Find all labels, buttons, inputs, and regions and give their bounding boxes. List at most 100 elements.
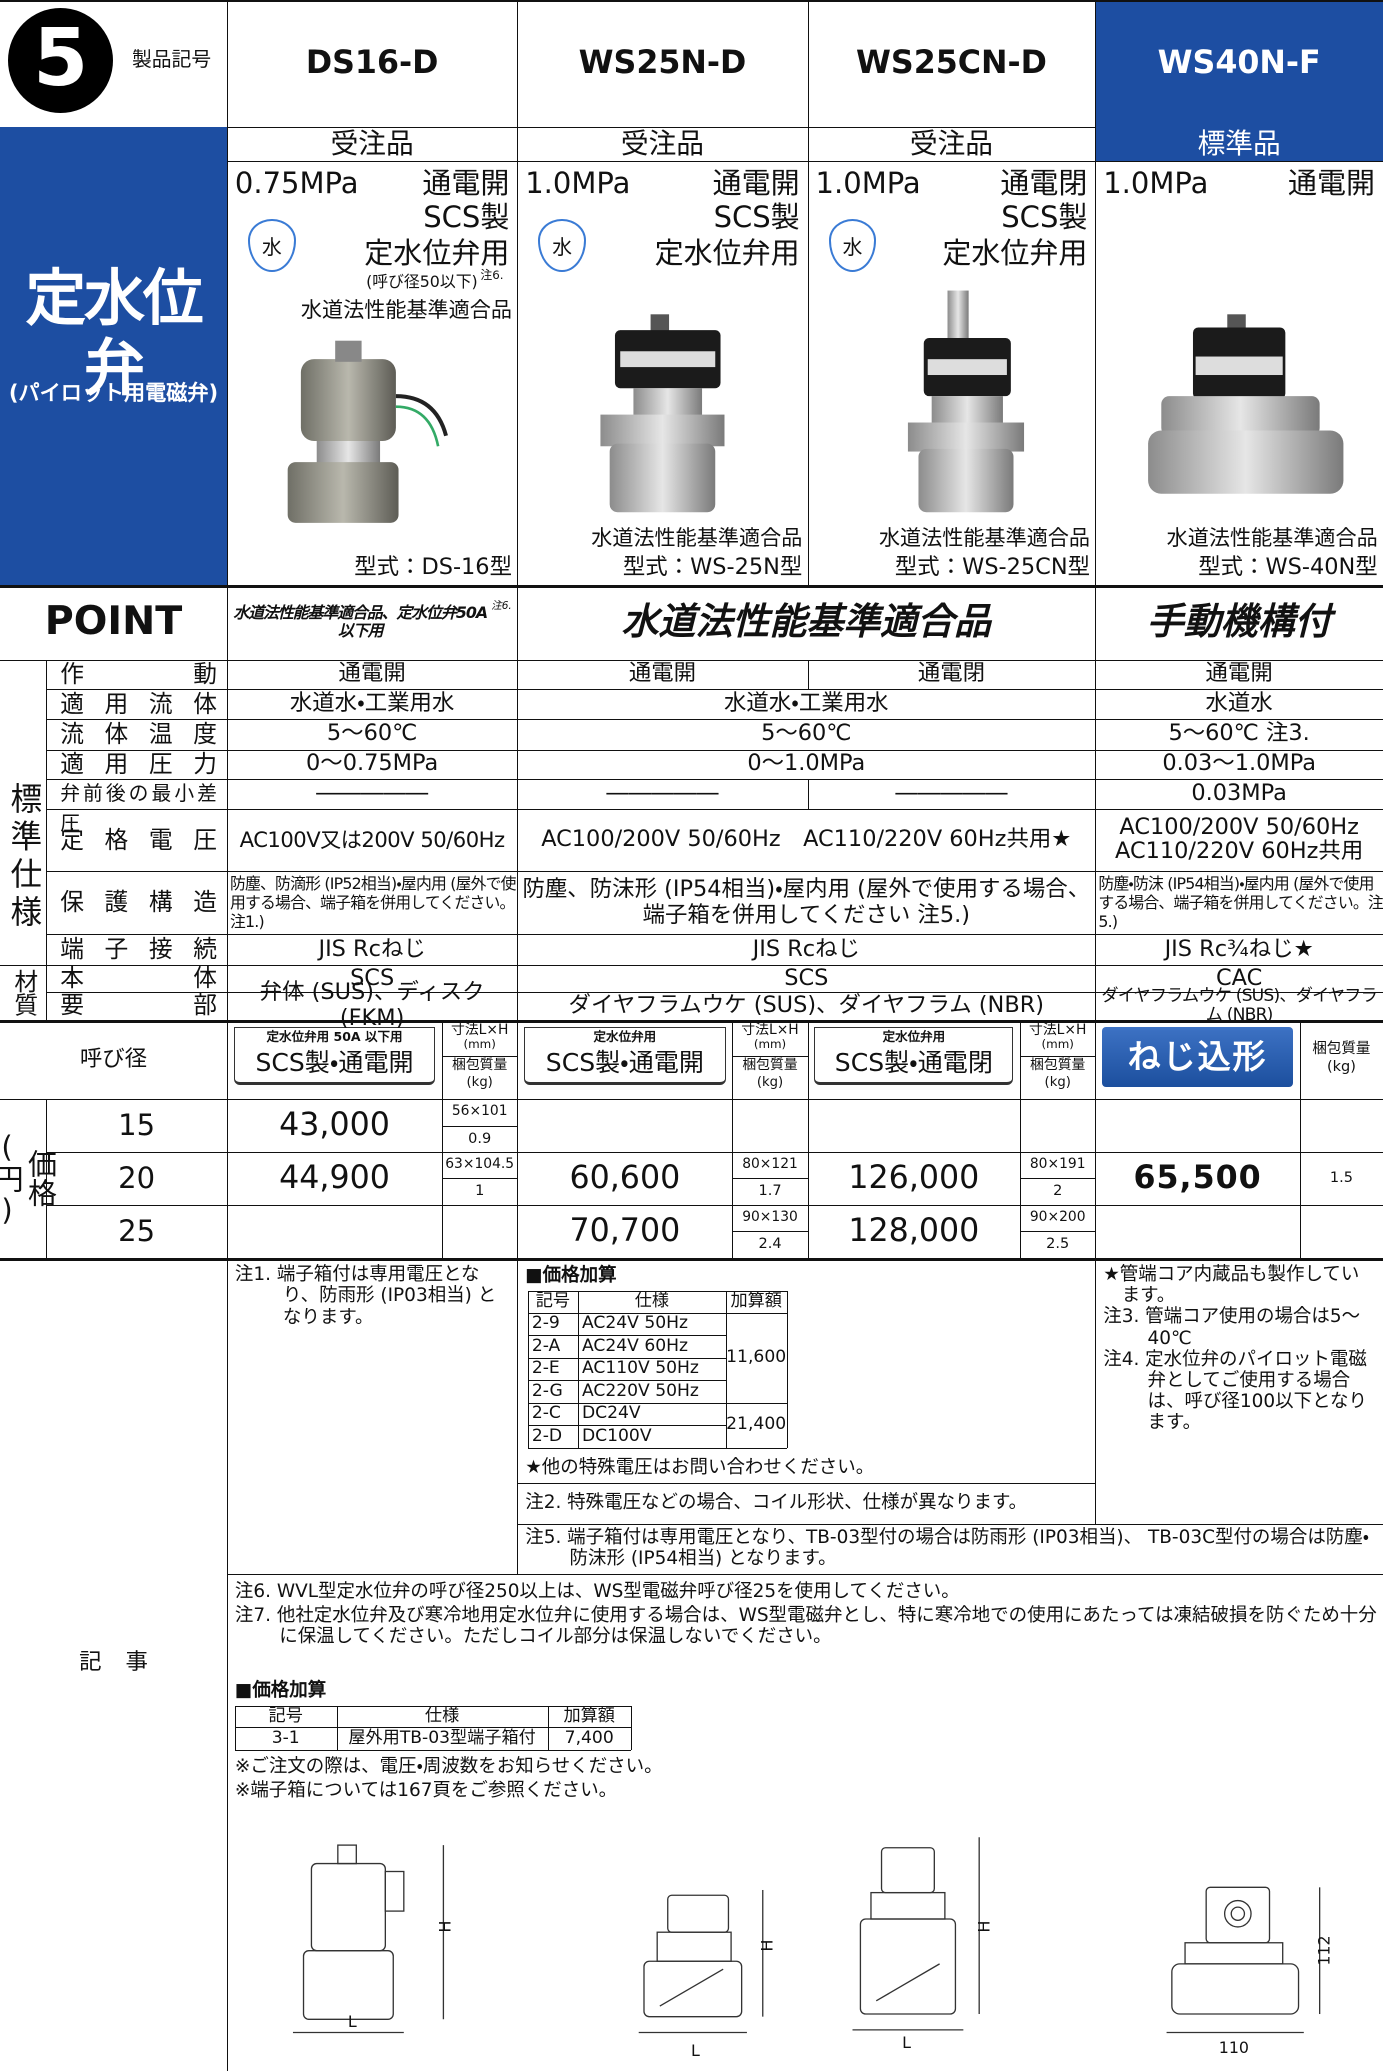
point-item: 水道法性能基準適合品 — [621, 599, 991, 643]
rule — [517, 1524, 1383, 1526]
rule — [517, 1483, 1096, 1485]
dims-label: 寸法L×H — [741, 1021, 799, 1038]
rule — [732, 1055, 808, 1057]
note: 注6. WVL型定水位弁の呼び径250以上は、WS型電磁弁呼び径25を使用してく… — [234, 1580, 960, 1602]
nominal-size: 25 — [118, 1213, 156, 1248]
price: 70,700 — [569, 1213, 681, 1250]
table-cell: 2-9 — [531, 1313, 560, 1334]
rule — [1095, 808, 1097, 871]
tab-label: SCS製・通電閉 — [834, 1048, 993, 1078]
spec-cell: 弁体 (SUS)、ディスク (FKM) — [259, 979, 485, 1032]
spec-cell: CAC — [1216, 964, 1263, 991]
tab-title: 定水位弁用 — [882, 1029, 946, 1045]
weight: 1.5 — [1329, 1170, 1353, 1187]
point-item: 水道法性能基準適合品、定水位弁50A以下用 — [233, 603, 488, 641]
dims-label: 寸法L×H — [450, 1021, 509, 1038]
spec-cell: JIS Rcねじ — [318, 935, 426, 962]
size-note-ref: 注6. — [480, 267, 504, 282]
rule — [732, 1231, 808, 1233]
rule — [1020, 1231, 1096, 1233]
use: 定水位弁用 — [942, 235, 1088, 270]
table-cell: DC24V — [581, 1403, 641, 1424]
rule — [630, 1706, 632, 1750]
rule — [527, 1447, 787, 1449]
photo-ws25cn — [907, 290, 1025, 513]
spec-label: 作動 — [60, 659, 217, 688]
price: 44,900 — [279, 1160, 390, 1197]
rule — [517, 1257, 519, 1575]
rule — [1299, 1020, 1301, 1258]
price: 128,000 — [848, 1213, 980, 1250]
point-item: 手動機構付 — [1146, 599, 1332, 643]
rule — [527, 1380, 726, 1382]
dims: 56×101 — [451, 1103, 508, 1120]
dims-label: 寸法L×H — [1028, 1021, 1087, 1038]
spec-label: 適用圧力 — [60, 749, 217, 778]
rule — [1095, 0, 1097, 585]
table-cell: 屋外用TB-03型端子箱付 — [348, 1727, 536, 1748]
rule — [226, 160, 1383, 162]
rule — [226, 1020, 228, 1258]
weight-label: 梱包質量 — [742, 1057, 798, 1074]
table-cell: AC220V 50Hz — [581, 1380, 699, 1401]
model-type: 型式：WS-25N型 — [622, 553, 803, 580]
rule — [0, 1099, 1383, 1101]
rule — [0, 1020, 1383, 1024]
rule — [1095, 659, 1097, 689]
spec-label: 要部 — [60, 991, 217, 1020]
table-header: 記号 — [535, 1290, 571, 1311]
table-header: 記号 — [268, 1706, 303, 1726]
category-subtitle: (パイロット用電磁弁) — [8, 380, 219, 406]
table-cell: 21,400 — [726, 1414, 787, 1435]
tab-title: 定水位弁用 50A 以下用 — [266, 1029, 403, 1045]
weight-label: 梱包質量 — [451, 1057, 508, 1074]
rule — [46, 659, 48, 1021]
material: SCS製 — [713, 200, 800, 235]
dimension-label: L — [691, 2040, 700, 2060]
rule — [226, 126, 1096, 128]
action: 通電開 — [422, 165, 510, 200]
table-cell: 2-C — [531, 1403, 561, 1424]
action: 通電開 — [712, 165, 800, 200]
rule — [46, 1099, 48, 1258]
rule — [547, 1706, 549, 1750]
dims: 90×200 — [1029, 1209, 1086, 1226]
dimension-label: H — [974, 1920, 994, 1933]
rule — [517, 870, 519, 935]
spec-cell: JIS Rc¾ねじ★ — [1164, 935, 1314, 962]
compliance: 水道法性能基準適合品 — [591, 525, 803, 551]
tab-label: SCS製・通電開 — [255, 1048, 414, 1078]
spec-label: 適用流体 — [60, 689, 217, 718]
note: 注3. 管端コア使用の場合は5〜40℃ — [1103, 1306, 1361, 1349]
category-panel — [0, 126, 227, 585]
dims: 90×130 — [742, 1209, 798, 1226]
price-tab — [523, 1026, 726, 1085]
weight: 2.5 — [1046, 1236, 1070, 1253]
rule — [46, 1152, 1383, 1154]
dimension-label: 112 — [1314, 1935, 1334, 1966]
spec-group-label: 標準仕様 — [5, 782, 42, 934]
rule — [1095, 688, 1097, 720]
nominal-size: 20 — [118, 1160, 156, 1195]
water-icon — [538, 219, 586, 272]
rule — [527, 1402, 787, 1404]
rule — [46, 934, 1383, 936]
rule — [46, 808, 1383, 810]
rule — [1095, 934, 1097, 965]
rule — [0, 1257, 1383, 1261]
tab-label: SCS製・通電開 — [545, 1048, 704, 1078]
dims-unit: (mm) — [1041, 1037, 1074, 1052]
model-code: WS40N-F — [1157, 45, 1321, 82]
rule — [527, 1425, 726, 1427]
rule — [807, 1020, 809, 1258]
model-code: WS25N-D — [578, 45, 747, 82]
table-cell: 7,400 — [564, 1727, 614, 1748]
rule — [517, 719, 519, 750]
rule — [1095, 749, 1097, 779]
table-cell: 2-A — [531, 1335, 561, 1356]
table-header: 仕様 — [424, 1706, 460, 1726]
material: SCS製 — [1001, 200, 1088, 235]
rule — [517, 659, 519, 689]
rule — [1095, 1020, 1097, 1258]
